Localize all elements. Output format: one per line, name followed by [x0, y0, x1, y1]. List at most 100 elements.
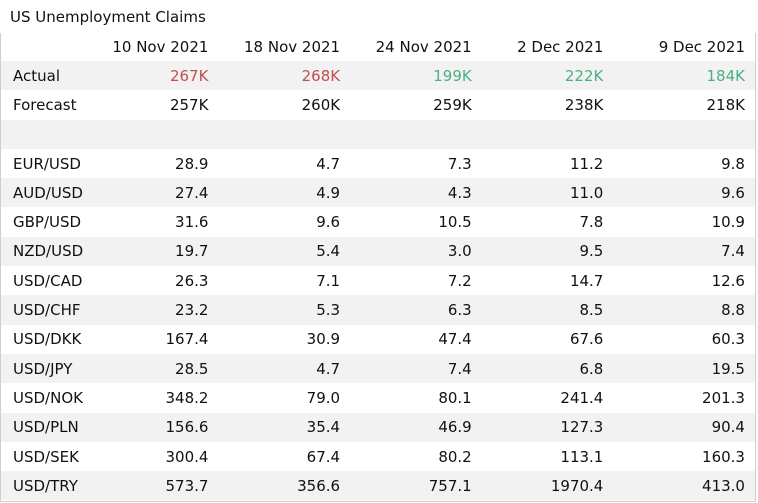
table-cell: 7.4	[721, 242, 745, 261]
table-row: USD/DKK 167.4 30.9 47.4 67.6 60.3	[1, 325, 755, 354]
table-cell: 3.0	[447, 242, 472, 261]
table-cell: 10.5	[438, 213, 472, 232]
table-cell: 6.8	[579, 359, 604, 378]
table-cell: 7.2	[447, 271, 472, 290]
pair-label: USD/SEK	[13, 447, 79, 466]
table-cell: 79.0	[306, 388, 341, 407]
forecast-value: 218K	[706, 95, 745, 114]
table-cell: 241.4	[560, 388, 604, 407]
header-row: 10 Nov 2021 18 Nov 2021 24 Nov 2021 2 De…	[1, 33, 755, 61]
table-title: US Unemployment Claims	[10, 8, 206, 26]
table-cell: 47.4	[438, 330, 472, 349]
pair-label: EUR/USD	[13, 154, 81, 173]
forecast-value: 257K	[169, 95, 209, 114]
pair-label: USD/DKK	[13, 330, 82, 349]
table-row: USD/PLN 156.6 35.4 46.9 127.3 90.4	[1, 412, 755, 442]
table-row: USD/TRY 573.7 356.6 757.1 1970.4 413.0	[1, 471, 755, 501]
table-cell: 28.5	[175, 359, 209, 378]
claims-table: 10 Nov 2021 18 Nov 2021 24 Nov 2021 2 De…	[0, 33, 756, 502]
table-cell: 46.9	[438, 418, 472, 437]
table-row: USD/NOK 348.2 79.0 80.1 241.4 201.3	[1, 383, 755, 412]
pair-label: USD/NOK	[13, 388, 83, 407]
pair-label: AUD/USD	[13, 183, 83, 202]
actual-row: Actual 267K 268K 199K 222K 184K	[1, 61, 755, 91]
table-cell: 27.4	[175, 183, 209, 202]
table-cell: 413.0	[702, 476, 745, 495]
table-cell: 31.6	[175, 213, 209, 232]
table-cell: 9.6	[721, 183, 745, 202]
table-cell: 6.3	[447, 301, 472, 320]
table-cell: 35.4	[306, 418, 341, 437]
pair-label: USD/TRY	[13, 476, 78, 495]
table-cell: 10.9	[711, 213, 745, 232]
table-cell: 67.4	[306, 447, 341, 466]
column-header: 2 Dec 2021	[517, 38, 604, 56]
table-cell: 348.2	[165, 388, 209, 407]
forecast-value: 259K	[433, 95, 472, 114]
table-cell: 127.3	[560, 418, 604, 437]
actual-value: 267K	[169, 66, 209, 85]
table-cell: 12.6	[711, 271, 745, 290]
table-cell: 156.6	[165, 418, 209, 437]
table-row: GBP/USD 31.6 9.6 10.5 7.8 10.9	[1, 207, 755, 236]
forecast-row: Forecast 257K 260K 259K 238K 218K	[1, 90, 755, 119]
table-cell: 8.5	[579, 301, 604, 320]
table-cell: 9.6	[316, 213, 341, 232]
table-cell: 201.3	[702, 388, 745, 407]
table-cell: 19.5	[711, 359, 745, 378]
column-header: 10 Nov 2021	[112, 38, 209, 56]
forecast-value: 260K	[301, 95, 341, 114]
table-cell: 4.3	[447, 183, 472, 202]
table-row: NZD/USD 19.7 5.4 3.0 9.5 7.4	[1, 236, 755, 267]
table-cell: 167.4	[165, 330, 209, 349]
table-cell: 160.3	[702, 447, 745, 466]
row-label: Actual	[13, 66, 60, 85]
pair-label: USD/CAD	[13, 271, 83, 290]
pair-label: USD/CHF	[13, 301, 81, 320]
table-cell: 28.9	[175, 154, 209, 173]
pair-label: GBP/USD	[13, 213, 82, 232]
forecast-value: 238K	[564, 95, 604, 114]
column-header: 9 Dec 2021	[658, 38, 745, 56]
table-cell: 300.4	[165, 447, 209, 466]
header-corner	[1, 33, 99, 61]
table-cell: 113.1	[560, 447, 604, 466]
table-cell: 356.6	[297, 476, 341, 495]
table-cell: 14.7	[569, 271, 604, 290]
table-cell: 1970.4	[550, 476, 604, 495]
actual-value: 268K	[301, 66, 341, 85]
table-row: AUD/USD 27.4 4.9 4.3 11.0 9.6	[1, 178, 755, 208]
table-row: USD/CHF 23.2 5.3 6.3 8.5 8.8	[1, 295, 755, 325]
table-cell: 7.1	[316, 271, 341, 290]
table-cell: 26.3	[175, 271, 209, 290]
spacer-row	[1, 119, 755, 149]
table-cell: 67.6	[569, 330, 604, 349]
table-cell: 80.1	[438, 388, 472, 407]
table-cell: 9.8	[721, 154, 745, 173]
table-row: USD/CAD 26.3 7.1 7.2 14.7 12.6	[1, 266, 755, 295]
table-cell: 7.8	[579, 213, 604, 232]
pair-rows: EUR/USD 28.9 4.7 7.3 11.2 9.8 AUD/USD 27.4 4.9 4.…	[1, 149, 755, 501]
table-cell: 60.3	[711, 330, 745, 349]
actual-value: 199K	[433, 66, 472, 85]
table-cell: 7.3	[447, 154, 472, 173]
pair-label: USD/JPY	[13, 359, 73, 378]
pair-label: USD/PLN	[13, 418, 79, 437]
table-cell: 19.7	[175, 242, 209, 261]
table-row: USD/JPY 28.5 4.7 7.4 6.8 19.5	[1, 353, 755, 384]
table-row: EUR/USD 28.9 4.7 7.3 11.2 9.8	[1, 149, 755, 178]
table-cell: 9.5	[579, 242, 604, 261]
table-row: USD/SEK 300.4 67.4 80.2 113.1 160.3	[1, 442, 755, 471]
table-cell: 30.9	[306, 330, 341, 349]
table-cell: 23.2	[175, 301, 209, 320]
column-header: 18 Nov 2021	[244, 38, 341, 56]
row-label: Forecast	[13, 95, 77, 114]
table-cell: 5.3	[316, 301, 341, 320]
table-cell: 4.9	[316, 183, 341, 202]
table-cell: 4.7	[316, 359, 341, 378]
table-cell: 573.7	[165, 476, 209, 495]
actual-value: 184K	[706, 66, 745, 85]
table-cell: 80.2	[438, 447, 472, 466]
table-cell: 11.2	[569, 154, 604, 173]
table-cell: 5.4	[316, 242, 341, 261]
